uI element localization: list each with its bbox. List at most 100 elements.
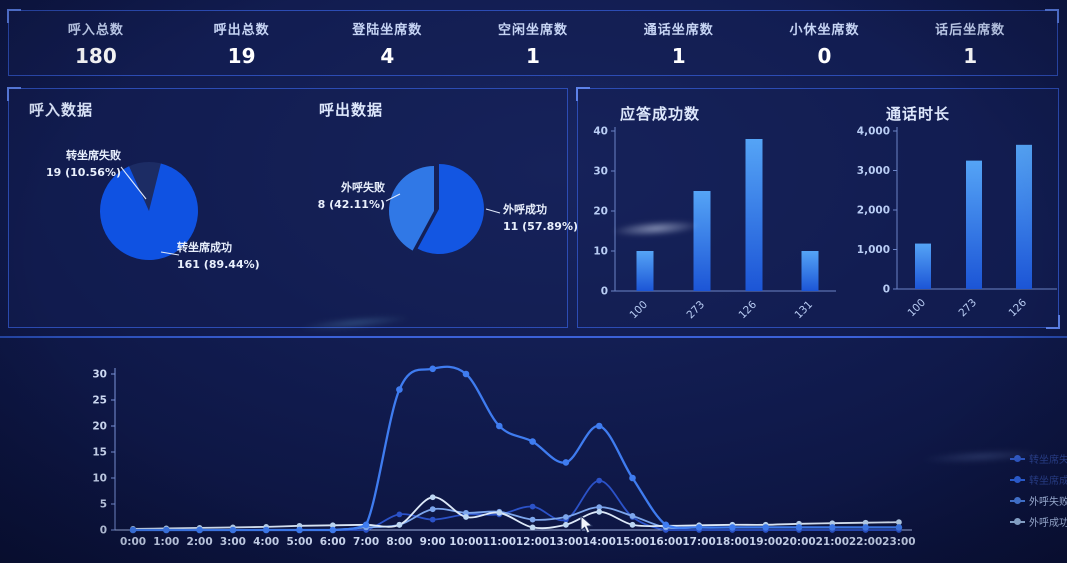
answer-success-y-tick-label: 20 — [593, 206, 608, 218]
line-x-tick-label: 10:00 — [449, 536, 482, 548]
data-point — [429, 494, 436, 501]
data-point — [596, 504, 603, 511]
legend-marker-icon — [1010, 476, 1025, 483]
data-point — [596, 508, 603, 515]
answer-success-bar[interactable] — [636, 251, 654, 291]
answer-success-bar[interactable] — [745, 139, 763, 291]
data-point — [829, 524, 836, 531]
call-duration-y-tick-label: 4,000 — [857, 126, 890, 138]
kpi-value: 180 — [74, 43, 117, 68]
data-point — [729, 524, 736, 531]
data-point — [529, 524, 536, 531]
series-line-3 — [132, 496, 899, 530]
pie-label-outbound-success: 外呼成功 11 (57.89%) — [503, 203, 579, 233]
pie-slice-transfer-success[interactable] — [99, 163, 198, 260]
answer-success-y-tick-label: 10 — [593, 246, 608, 258]
series-line-1 — [132, 365, 899, 532]
data-point — [695, 524, 703, 531]
data-point — [795, 524, 803, 531]
data-point — [196, 526, 203, 534]
line-x-tick-label: 22:00 — [849, 536, 882, 548]
pie-charts-canvas — [99, 162, 501, 260]
answer-success-y-tick-label: 40 — [593, 126, 608, 138]
pie-slice-outbound-success[interactable] — [417, 164, 484, 255]
legend-item-0[interactable]: 转坐席失败数 — [1010, 448, 1067, 469]
data-point — [429, 506, 436, 513]
data-point — [895, 524, 903, 531]
line-x-tick-label: 14:00 — [582, 536, 615, 548]
pie-leader-line — [120, 166, 147, 200]
panel-title-call-in-data: 呼入数据 — [29, 101, 94, 119]
kpi-label: 呼入总数 — [67, 22, 124, 38]
pie-label-outbound-failed: 外呼失败 8 (42.11%) — [317, 181, 385, 211]
call-duration-bar[interactable] — [966, 160, 982, 289]
pie-slice-outbound-failed[interactable] — [389, 166, 434, 251]
kpi-value: 1 — [963, 43, 978, 68]
legend-marker-icon — [1010, 455, 1025, 462]
legend-item-3[interactable]: 外呼成功数 — [1010, 511, 1067, 532]
line-chart-legend: 转坐席失败数转坐席成功数外呼失败数外呼成功数 — [1010, 448, 1067, 532]
panel-title-answer-success: 应答成功数 — [620, 105, 701, 123]
line-chart-panel: 0 5 10 15 20 25 30 0:00 1:00 2:00 3:00 4:00 5:00 6:00… — [0, 338, 1067, 563]
data-point — [329, 526, 337, 534]
data-point — [762, 524, 769, 531]
data-point — [596, 477, 603, 484]
kpi-item: 小休坐席数 0 — [752, 19, 898, 68]
kpi-value: 1 — [526, 43, 540, 68]
line-x-tick-label: 23:00 — [882, 536, 915, 548]
data-point — [396, 386, 403, 393]
answer-success-y-tick-label: 0 — [601, 286, 608, 298]
kpi-label: 小休坐席数 — [789, 22, 860, 38]
data-point — [629, 521, 636, 528]
answer-success-bar[interactable] — [801, 251, 819, 291]
answer-success-category-label: 131 — [792, 299, 815, 322]
answer-success-category-label: 273 — [684, 299, 707, 322]
data-point — [229, 526, 237, 534]
call-duration-y-tick-label: 1,000 — [857, 244, 890, 256]
line-x-tick-label: 15:00 — [616, 536, 649, 548]
data-point — [529, 503, 536, 510]
line-x-tick-label: 8:00 — [386, 536, 412, 548]
answer-success-bar[interactable] — [693, 191, 711, 291]
call-duration-bar[interactable] — [1016, 144, 1032, 289]
line-x-tick-label: 1:00 — [153, 536, 179, 548]
corner-accent — [576, 87, 590, 101]
data-point — [129, 526, 137, 534]
kpi-item: 呼入总数 180 — [23, 19, 169, 68]
data-point — [529, 438, 536, 445]
legend-marker-icon — [1010, 497, 1025, 504]
call-duration-category-label: 126 — [1006, 296, 1029, 319]
line-y-tick-label: 15 — [92, 447, 107, 459]
line-x-tick-label: 12:00 — [516, 536, 549, 548]
line-x-tick-label: 21:00 — [816, 536, 849, 548]
legend-marker-icon — [1010, 518, 1025, 525]
line-y-tick-label: 25 — [92, 395, 107, 407]
data-point — [529, 516, 536, 523]
data-point — [296, 526, 303, 534]
bar-charts-panel: 应答成功数 通话时长 0 10 20 30 40 100 273 126 131 0 1,000 2,… — [576, 87, 1060, 329]
pie-label-transfer-failed: 转坐席失败 19 (10.56%) — [45, 149, 121, 179]
line-x-tick-label: 2:00 — [187, 536, 213, 548]
kpi-value: 1 — [671, 43, 686, 68]
data-point — [562, 459, 570, 466]
line-x-tick-label: 13:00 — [549, 536, 582, 548]
line-x-tick-label: 4:00 — [253, 536, 279, 548]
pie-leader-line — [160, 251, 180, 256]
legend-item-1[interactable]: 转坐席成功数 — [1010, 469, 1067, 490]
kpi-summary-panel: 呼入总数 180 呼出总数 19 登陆坐席数 4 空闲坐席数 1 通话坐席数 1 小休坐席数 0 话后坐… — [7, 9, 1059, 76]
data-point — [396, 511, 403, 518]
corner-accent — [7, 9, 21, 23]
kpi-item: 话后坐席数 1 — [897, 19, 1043, 68]
data-point — [396, 521, 403, 528]
kpi-label: 空闲坐席数 — [498, 22, 569, 38]
line-y-tick-label: 30 — [92, 369, 107, 381]
legend-item-2[interactable]: 外呼失败数 — [1010, 490, 1067, 511]
data-point — [629, 474, 636, 482]
pie-label-transfer-success: 转坐席成功 161 (89.44%) — [177, 241, 260, 271]
line-x-tick-label: 6:00 — [320, 536, 346, 548]
answer-success-category-label: 126 — [736, 298, 759, 321]
call-duration-bar[interactable] — [915, 243, 931, 289]
section-divider — [0, 336, 1067, 338]
line-x-tick-label: 7:00 — [353, 536, 379, 548]
